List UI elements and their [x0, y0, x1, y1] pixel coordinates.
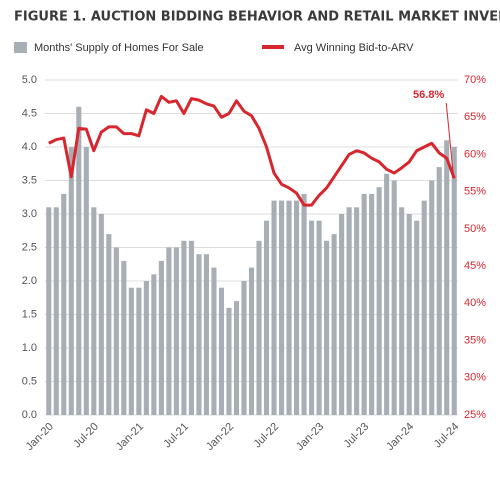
bar — [173, 247, 179, 415]
bar — [61, 193, 67, 415]
bar — [436, 167, 442, 415]
bar — [294, 200, 300, 415]
bar — [113, 247, 119, 415]
bar — [98, 214, 104, 415]
bar — [203, 254, 209, 415]
bar — [278, 200, 285, 415]
bar — [166, 247, 172, 415]
annotation-leader — [445, 102, 454, 175]
bar — [53, 207, 59, 415]
bar — [121, 260, 127, 415]
legend-swatch — [14, 42, 27, 53]
bar — [143, 281, 149, 415]
y2-tick-label: 55% — [464, 186, 486, 198]
y2-tick-label: 45% — [464, 260, 486, 272]
y2-tick-label: 35% — [464, 334, 486, 346]
x-tick-label: Jan-22 — [204, 421, 236, 453]
bar — [369, 193, 375, 415]
bar — [83, 147, 89, 415]
bar — [451, 147, 457, 415]
bar — [384, 173, 390, 415]
line — [48, 94, 456, 207]
y-tick-label: 4.5 — [22, 107, 37, 119]
bar — [271, 200, 277, 415]
bar — [309, 220, 315, 415]
bar — [399, 207, 405, 415]
y-tick-label: 1.5 — [22, 308, 37, 320]
x-tick-label: Jul-24 — [432, 421, 462, 451]
y2-tick-label: 60% — [464, 148, 486, 160]
bar — [91, 207, 97, 415]
x-tick-label: Jan-24 — [384, 421, 416, 453]
x-tick-label: Jan-20 — [24, 421, 56, 453]
data-label: 56.8% — [413, 89, 444, 101]
bar — [376, 187, 382, 415]
bar — [301, 193, 307, 415]
bar — [196, 254, 202, 415]
y2-tick-label: 40% — [464, 297, 486, 309]
bar — [391, 180, 397, 415]
bar — [414, 220, 420, 415]
bar — [429, 180, 435, 415]
x-tick-label: Jul-20 — [71, 421, 101, 451]
bar — [211, 267, 217, 415]
y-tick-label: 4.0 — [22, 141, 37, 153]
x-tick-label: Jul-22 — [252, 421, 282, 451]
bar — [151, 274, 157, 415]
y-tick-label: 0.5 — [22, 375, 37, 387]
bar — [46, 207, 52, 415]
bar — [316, 220, 322, 415]
y-tick-label: 3.0 — [22, 208, 37, 220]
bar — [286, 200, 292, 415]
bar — [106, 234, 112, 415]
bar — [346, 207, 352, 415]
bar — [248, 267, 255, 415]
bar — [181, 240, 187, 415]
x-tick-label: Jul-21 — [161, 421, 191, 451]
bar — [421, 200, 427, 415]
y2-tick-label: 25% — [464, 409, 486, 421]
x-tick-label: Jan-23 — [294, 421, 326, 453]
bar — [241, 281, 247, 415]
bar — [256, 240, 262, 415]
bar — [218, 287, 225, 415]
y2-tick-label: 65% — [464, 111, 486, 123]
y-tick-label: 2.5 — [22, 241, 37, 253]
bar — [263, 220, 270, 415]
y-tick-label: 0.0 — [22, 409, 37, 421]
y-tick-label: 1.0 — [22, 342, 37, 354]
y-tick-label: 3.5 — [22, 174, 37, 186]
bar — [361, 193, 367, 415]
legend-label: Months' Supply of Homes For Sale — [34, 42, 204, 54]
bar — [324, 240, 330, 415]
y2-tick-label: 70% — [464, 74, 486, 86]
bar — [76, 106, 82, 416]
bar — [68, 147, 74, 415]
bar — [444, 140, 450, 416]
bar — [188, 240, 194, 415]
bar — [233, 301, 240, 415]
y2-tick-label: 30% — [464, 372, 486, 384]
bar — [339, 214, 345, 415]
bar — [136, 287, 142, 415]
y2-tick-label: 50% — [464, 223, 486, 235]
legend-label: Avg Winning Bid-to-ARV — [294, 42, 414, 54]
bar — [158, 260, 164, 415]
bar — [354, 207, 360, 415]
bar — [331, 234, 337, 415]
bar — [406, 214, 412, 415]
y-tick-label: 5.0 — [22, 74, 37, 86]
bar — [128, 287, 134, 415]
bar — [226, 307, 232, 415]
chart-title: FIGURE 1. AUCTION BIDDING BEHAVIOR AND R… — [14, 10, 500, 25]
x-tick-label: Jul-23 — [342, 421, 372, 451]
x-tick-label: Jan-21 — [114, 421, 146, 453]
y-tick-label: 2.0 — [22, 275, 37, 287]
